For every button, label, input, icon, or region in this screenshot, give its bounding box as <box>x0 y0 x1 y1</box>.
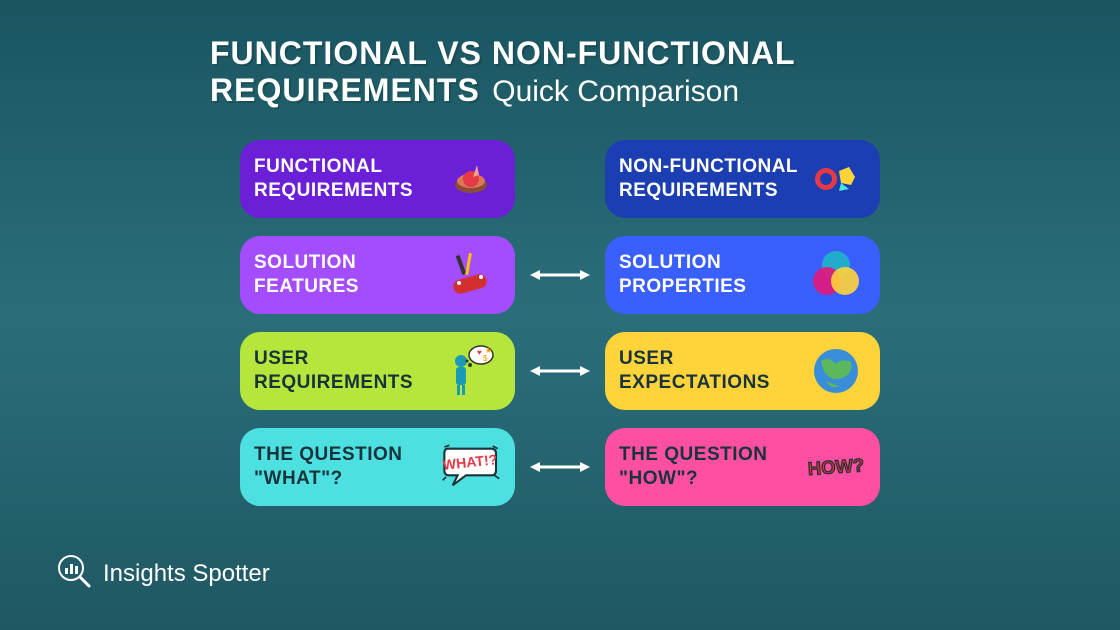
speech-what-icon: WHAT!? <box>441 437 501 497</box>
venn-icon <box>806 245 866 305</box>
title-line2: REQUIREMENTS <box>210 72 480 108</box>
bidirectional-arrow-icon <box>530 265 590 285</box>
comparison-card: USER REQUIREMENTS♥$★ <box>240 332 515 410</box>
brand-name: Insights Spotter <box>103 560 270 588</box>
badge-icon <box>806 149 866 209</box>
card-label: SOLUTION PROPERTIES <box>619 251 806 299</box>
comparison-card: FUNCTIONAL REQUIREMENTS <box>240 140 515 218</box>
card-label: THE QUESTION "HOW"? <box>619 443 806 491</box>
comparison-card: SOLUTION PROPERTIES <box>605 236 880 314</box>
svg-text:$: $ <box>483 354 488 363</box>
comparison-row: FUNCTIONAL REQUIREMENTS NON-FUNCTIONAL RE… <box>240 140 880 218</box>
svg-text:♥: ♥ <box>477 348 482 357</box>
comparison-card: SOLUTION FEATURES <box>240 236 515 314</box>
button-press-icon <box>441 149 501 209</box>
comparison-card: THE QUESTION "WHAT"?WHAT!? <box>240 428 515 506</box>
comparison-card: USER EXPECTATIONS <box>605 332 880 410</box>
card-label: FUNCTIONAL REQUIREMENTS <box>254 155 441 203</box>
title-line1: FUNCTIONAL VS NON-FUNCTIONAL <box>210 35 796 71</box>
subtitle: Quick Comparison <box>492 75 739 108</box>
logo-icon <box>55 552 93 595</box>
comparison-row: THE QUESTION "WHAT"?WHAT!?THE QUESTION "… <box>240 428 880 506</box>
card-label: THE QUESTION "WHAT"? <box>254 443 441 491</box>
card-label: SOLUTION FEATURES <box>254 251 441 299</box>
globe-icon <box>806 341 866 401</box>
bidirectional-arrow-icon <box>530 169 590 189</box>
comparison-grid: FUNCTIONAL REQUIREMENTS NON-FUNCTIONAL RE… <box>240 140 880 524</box>
comparison-row: USER REQUIREMENTS♥$★USER EXPECTATIONS <box>240 332 880 410</box>
card-label: USER REQUIREMENTS <box>254 347 441 395</box>
comparison-card: THE QUESTION "HOW"?HOW? <box>605 428 880 506</box>
svg-text:HOW?: HOW? <box>807 454 865 479</box>
comparison-card: NON-FUNCTIONAL REQUIREMENTS <box>605 140 880 218</box>
footer: Insights Spotter <box>55 552 270 595</box>
speech-how-icon: HOW? <box>806 437 866 497</box>
thinking-person-icon: ♥$★ <box>441 341 501 401</box>
card-label: NON-FUNCTIONAL REQUIREMENTS <box>619 155 806 203</box>
bidirectional-arrow-icon <box>530 361 590 381</box>
comparison-row: SOLUTION FEATURES SOLUTION PROPERTIES <box>240 236 880 314</box>
card-label: USER EXPECTATIONS <box>619 347 806 395</box>
header: FUNCTIONAL VS NON-FUNCTIONAL REQUIREMENT… <box>210 35 1020 109</box>
svg-text:★: ★ <box>485 346 492 355</box>
bidirectional-arrow-icon <box>530 457 590 477</box>
swiss-knife-icon <box>441 245 501 305</box>
